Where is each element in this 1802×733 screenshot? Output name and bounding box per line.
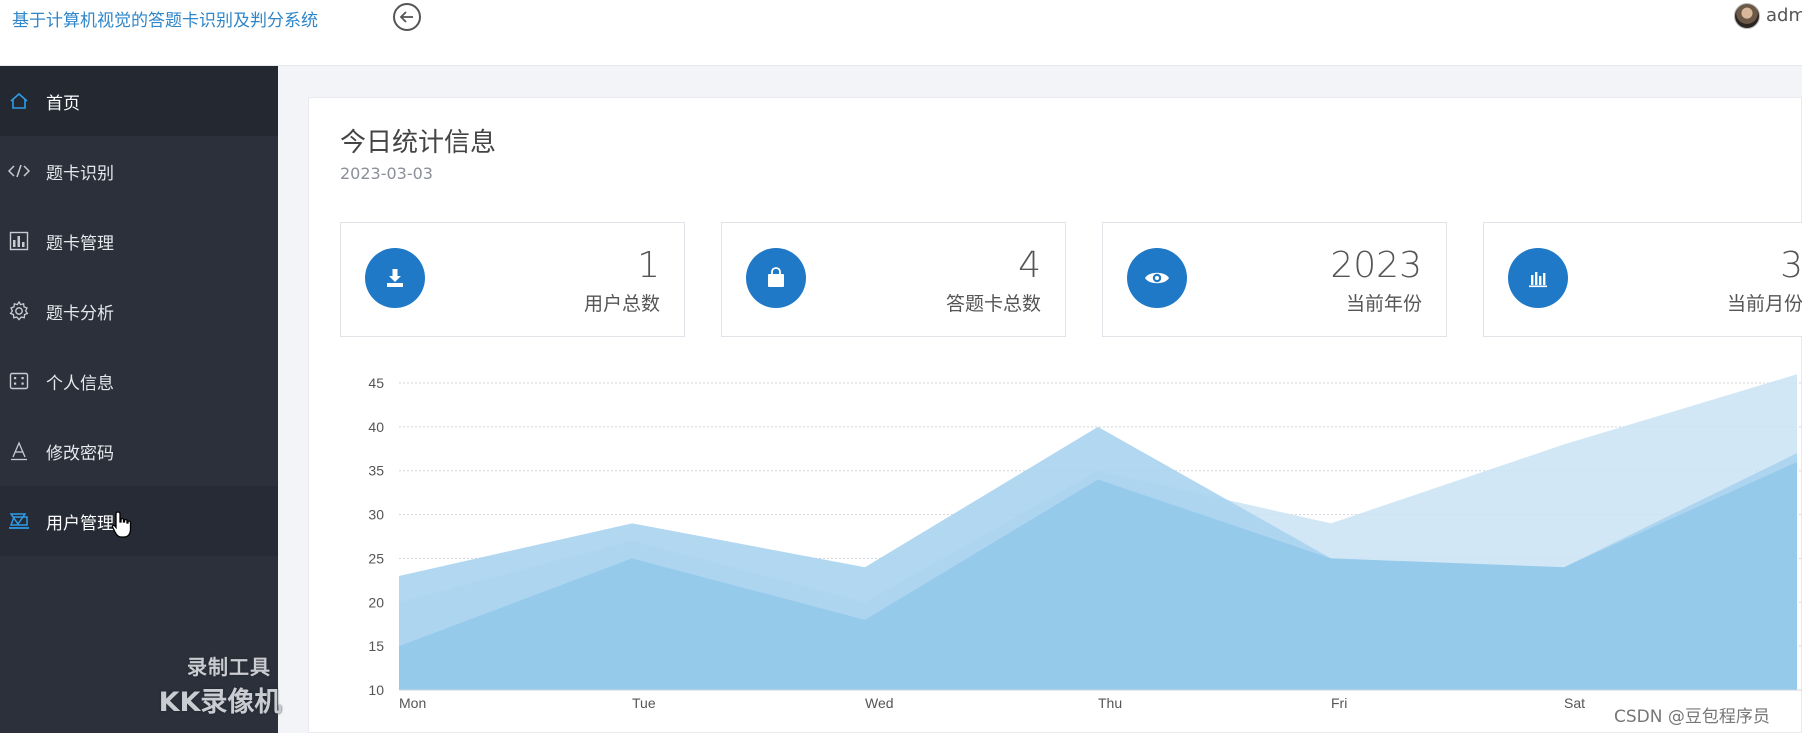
stat-value: 3 (1780, 245, 1802, 286)
stat-current-year: 2023 当前年份 (1102, 222, 1447, 337)
y-tick-label: 45 (368, 375, 384, 391)
sidebar-item-label: 首页 (46, 93, 80, 114)
watermark-line1: 录制工具 (187, 655, 271, 679)
current-date: 2023-03-03 (340, 164, 433, 183)
x-tick-label: Tue (632, 695, 656, 711)
text-icon (8, 440, 30, 462)
stat-user-total: 1 用户总数 (340, 222, 685, 337)
sidebar-item-label: 题卡识别 (46, 163, 114, 184)
stat-label: 当前年份 (1345, 293, 1422, 315)
bar-chart-icon (8, 230, 30, 252)
stat-label: 当前月份 (1726, 293, 1802, 315)
csdn-credit: CSDN @豆包程序员 (1614, 707, 1770, 727)
sidebar-item-card-recognition[interactable]: 题卡识别 (0, 136, 278, 206)
stat-label: 用户总数 (583, 293, 660, 315)
watermark-line2: KK录像机 (158, 687, 282, 718)
laptop-icon (8, 510, 30, 532)
stat-value: 4 (1018, 245, 1041, 286)
download-icon (365, 248, 425, 308)
app-title: 基于计算机视觉的答题卡识别及判分系统 (12, 11, 318, 31)
home-icon (8, 90, 30, 112)
sidebar-item-profile[interactable]: 个人信息 (0, 346, 278, 416)
username[interactable]: adm (1766, 5, 1802, 26)
id-card-icon (8, 370, 30, 392)
stat-value: 2023 (1330, 245, 1422, 286)
weekly-area-chart: 10 15 20 25 30 35 40 45 Mon Tue Wed Thu Fri Sat (368, 374, 1802, 711)
x-tick-label: Wed (865, 695, 894, 711)
stat-card-total: 4 答题卡总数 (721, 222, 1066, 337)
sidebar-item-card-analysis[interactable]: 题卡分析 (0, 276, 278, 346)
x-tick-label: Sat (1564, 695, 1585, 711)
eye-icon (1127, 248, 1187, 308)
y-tick-label: 10 (368, 682, 384, 698)
stat-current-month: 3 当前月份 (1483, 222, 1802, 337)
sidebar: 首页 题卡识别 题卡管理 题卡分析 个人信息 修改密码 用户管理 (0, 66, 281, 733)
back-button[interactable] (393, 3, 421, 31)
page-title: 今日统计信息 (340, 128, 497, 158)
stat-label: 答题卡总数 (945, 293, 1041, 315)
shopping-bag-icon (746, 248, 806, 308)
y-tick-label: 25 (368, 550, 384, 566)
sidebar-item-label: 个人信息 (46, 373, 114, 394)
y-tick-label: 40 (368, 419, 384, 435)
x-tick-label: Fri (1331, 695, 1347, 711)
arrow-left-icon (399, 11, 413, 23)
sidebar-item-label: 题卡管理 (46, 233, 114, 254)
sidebar-item-label: 用户管理 (46, 513, 114, 534)
area-series-3 (399, 461, 1797, 690)
y-tick-label: 30 (368, 507, 384, 523)
avatar[interactable] (1734, 3, 1760, 29)
x-tick-label: Thu (1098, 695, 1122, 711)
sidebar-item-change-password[interactable]: 修改密码 (0, 416, 278, 486)
sidebar-item-user-management[interactable]: 用户管理 (0, 486, 278, 556)
bar-chart-icon (1508, 248, 1568, 308)
sidebar-item-label: 题卡分析 (46, 303, 114, 324)
sidebar-item-card-management[interactable]: 题卡管理 (0, 206, 278, 276)
sidebar-item-home[interactable]: 首页 (0, 66, 278, 136)
recorder-watermark: 录制工具 KK录像机 (150, 651, 290, 719)
hand-cursor-icon (111, 511, 132, 538)
stat-value: 1 (637, 245, 660, 286)
y-tick-label: 15 (368, 638, 384, 654)
x-tick-label: Mon (399, 695, 426, 711)
code-icon (8, 160, 30, 182)
y-tick-label: 20 (368, 594, 384, 610)
sidebar-item-label: 修改密码 (46, 443, 114, 464)
y-tick-label: 35 (368, 463, 384, 479)
gear-icon (8, 300, 30, 322)
top-header: 基于计算机视觉的答题卡识别及判分系统 adm (0, 0, 1802, 66)
